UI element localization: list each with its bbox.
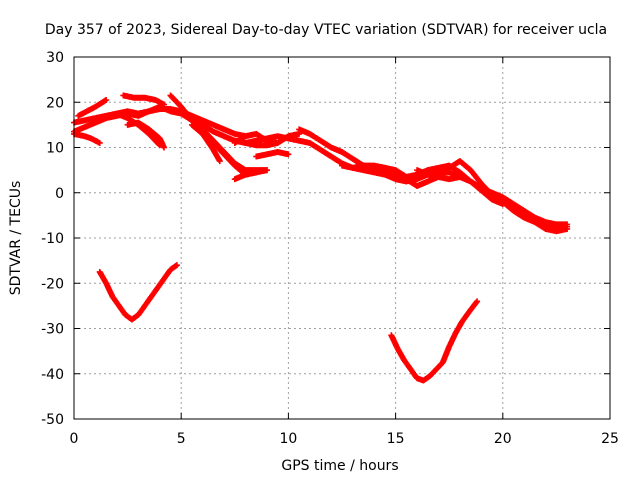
x-tick-label: 15 [387,431,405,447]
sample-marker [159,100,166,107]
series-track-7 [124,119,168,151]
series-track-18 [414,167,571,228]
sample-marker [140,305,147,312]
sample-marker [444,166,451,173]
series-track-1 [71,103,571,230]
sample-marker [159,277,166,284]
sample-marker [262,167,269,174]
x-axis-title: GPS time / hours [281,458,398,474]
sample-marker [463,311,470,318]
y-tick-label: -10 [41,231,64,247]
sample-marker [165,268,172,275]
sample-marker [172,262,179,269]
sample-marker [473,299,480,306]
sample-marker [95,139,102,146]
y-tick-label: -40 [41,367,64,383]
y-tick-label: -50 [41,412,64,428]
sample-marker [114,300,121,307]
sample-marker [294,131,301,138]
sample-marker [437,361,444,368]
sample-marker [160,143,167,150]
y-tick-label: 0 [55,186,64,202]
x-tick-label: 5 [177,431,186,447]
sample-marker [146,296,153,303]
x-tick-label: 0 [70,431,79,447]
series-track-5 [120,92,168,108]
axis-ticks [73,56,611,420]
series-track-20 [388,298,481,384]
y-tick-label: 30 [46,50,64,66]
sample-marker [508,206,515,213]
sample-marker [120,309,127,316]
y-tick-labels: 30 20 10 0 -10 -20 -30 -40 -50 [41,50,64,428]
x-tick-labels: 0 5 10 15 20 25 [70,431,619,447]
series-track-4 [75,96,110,119]
y-axis-title: SDTVAR / TECUs [8,181,24,296]
x-tick-label: 20 [494,431,512,447]
series-track-15 [296,126,506,208]
sample-marker [476,178,483,185]
y-tick-label: 20 [46,95,64,111]
sample-marker [102,97,109,104]
y-tick-label: 10 [46,141,64,157]
series-track-13 [242,130,303,149]
y-tick-label: -20 [41,276,64,292]
x-tick-label: 10 [279,431,297,447]
y-tick-label: -30 [41,322,64,338]
series-track-3 [71,130,103,146]
x-tick-label: 25 [601,431,619,447]
series-track-19 [96,262,180,323]
sample-marker [153,287,160,294]
grid-lines [74,57,610,419]
sample-marker [284,151,291,158]
series-track-12 [231,167,270,183]
series-track-14 [253,149,292,160]
chart-title: Day 357 of 2023, Sidereal Day-to-day VTE… [45,22,607,38]
sample-marker [562,221,569,228]
data-series [71,92,571,384]
sample-marker [216,156,223,163]
sample-marker [406,363,412,370]
